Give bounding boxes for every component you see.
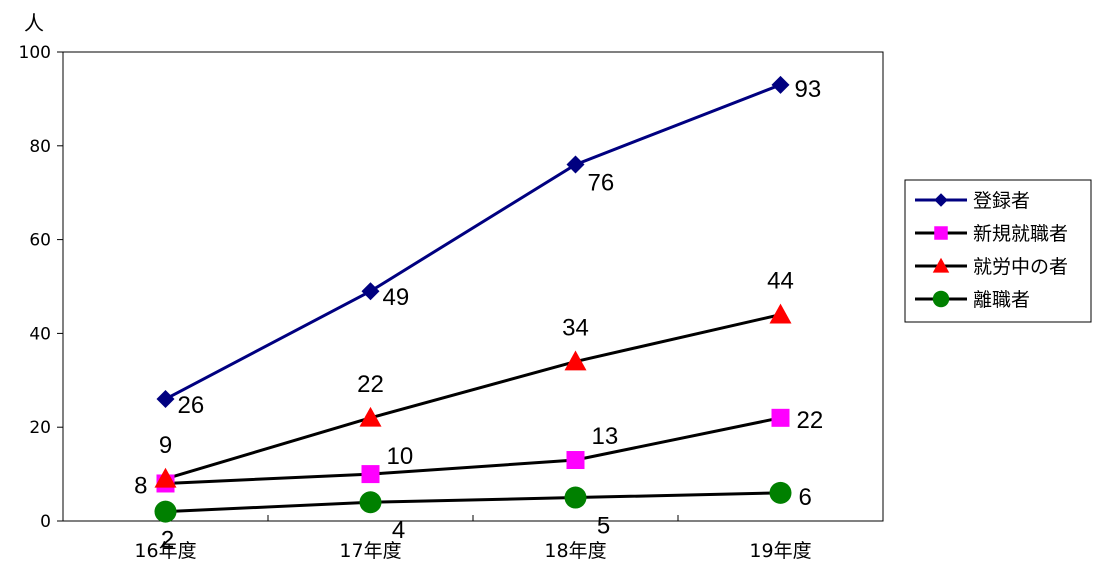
data-label: 34 [562,315,589,342]
data-label: 6 [799,484,812,511]
data-point [769,481,792,504]
data-point [566,451,585,470]
data-point [361,465,380,484]
data-point [564,350,587,371]
series-4 [165,491,781,514]
plot-area-border [62,51,884,522]
data-label: 9 [159,432,172,459]
y-unit-label: 人 [24,11,44,35]
y-tick-label: 100 [19,43,51,63]
legend-item: 新規就職者 [915,223,1068,245]
data-point [361,282,380,301]
y-tick-label: 20 [29,418,51,438]
x-tick-label: 18年度 [544,540,606,562]
axes: 0 20 40 60 80 100 16年度 17年度 18年度 19年度 [19,43,884,562]
data-label: 22 [797,407,824,434]
data-label: 22 [357,371,384,398]
series-markers-4 [154,481,792,523]
x-tick-label: 17年度 [339,540,401,562]
legend-label: 登録者 [973,190,1030,212]
data-labels: 26 49 76 93 8 10 13 22 9 22 34 44 2 4 5 6 [134,76,823,554]
legend-marker [934,226,948,240]
legend-item: 就労中の者 [915,256,1068,278]
legend-marker [932,290,950,308]
legend-label: 新規就職者 [973,223,1068,245]
data-point [564,486,587,509]
data-point [769,303,792,324]
series-line [164,83,782,401]
legend-label: 就労中の者 [973,256,1068,278]
y-tick-label: 60 [29,231,51,251]
series-markers-3 [154,303,792,488]
data-label: 26 [178,392,205,419]
data-point [154,500,177,523]
data-point [154,467,177,488]
x-tick-label: 19年度 [749,540,811,562]
series-3 [165,313,781,481]
data-label: 8 [134,472,147,499]
data-label: 5 [597,513,610,540]
x-tick-label: 16年度 [134,540,196,562]
y-tick-label: 40 [29,324,51,344]
series-line [165,491,781,514]
series-markers-1 [156,75,790,409]
data-label: 10 [387,443,414,470]
y-tick-label: 80 [29,137,51,157]
data-label: 4 [392,517,405,544]
data-point [771,408,790,427]
data-point [156,390,175,409]
series-2 [165,416,781,485]
series-layer [154,75,792,523]
series-line [165,416,781,485]
data-point [359,406,382,427]
data-label: 76 [588,170,615,197]
series-line [165,313,781,481]
series-1 [164,83,782,401]
legend-item: 離職者 [915,289,1030,311]
data-label: 44 [767,268,794,295]
legend-label: 離職者 [973,289,1030,311]
legend-marker [932,257,950,273]
data-point [359,491,382,514]
data-label: 49 [383,284,410,311]
data-label: 93 [795,76,822,103]
legend-item: 登録者 [915,190,1030,212]
legend-marker [934,193,948,207]
y-tick-label: 0 [40,512,51,532]
data-label: 13 [592,423,619,450]
data-point [566,155,585,174]
data-point [771,75,790,94]
data-label: 2 [161,527,174,554]
